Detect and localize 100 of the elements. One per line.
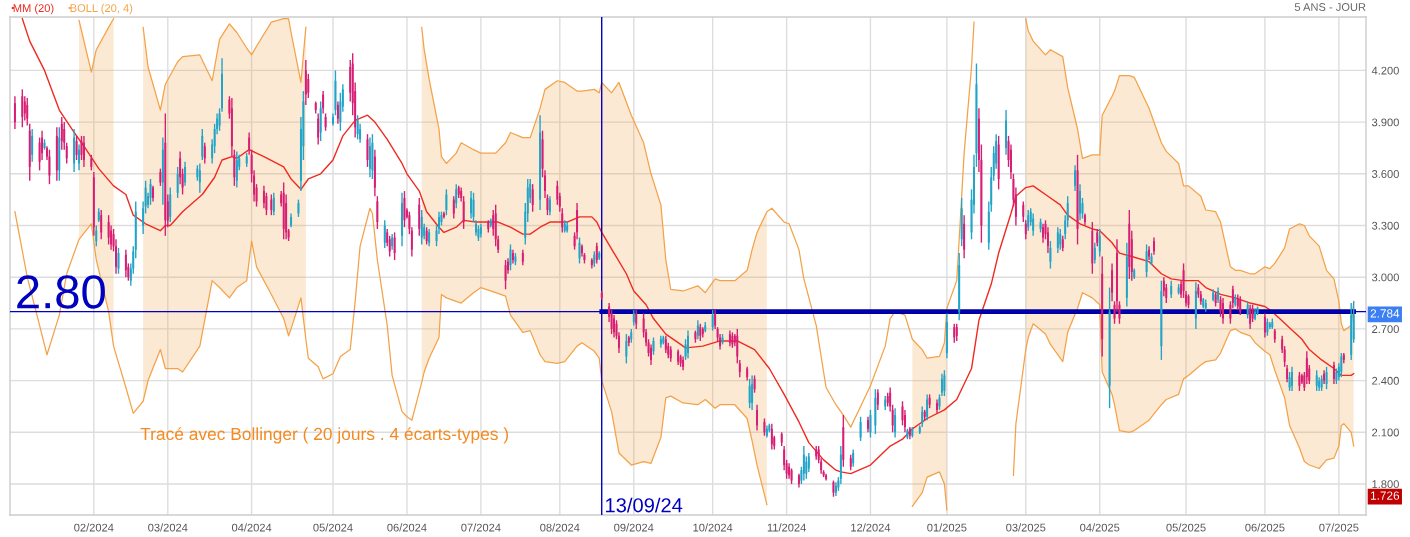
candlestick	[1108, 286, 1111, 409]
x-tick-label: 07/2024	[461, 523, 501, 532]
ref-line-label: 13/09/24	[606, 497, 683, 513]
x-tick-label: 02/2024	[74, 523, 114, 532]
candlestick	[936, 398, 938, 415]
y-tick-label: 3.900	[1371, 118, 1399, 127]
x-tick-label: 06/2025	[1245, 523, 1285, 532]
candlestick	[1256, 305, 1259, 316]
candlestick	[376, 195, 379, 230]
candlestick	[802, 445, 805, 482]
candlestick	[1288, 371, 1291, 392]
candlestick	[514, 252, 517, 266]
candlestick	[1263, 312, 1266, 339]
candlestick	[694, 329, 697, 344]
x-tick-label: 05/2024	[313, 523, 353, 532]
candlestick	[48, 148, 51, 185]
x-tick-label: 09/2024	[614, 523, 654, 532]
candlestick	[1049, 240, 1052, 270]
candlestick	[874, 388, 877, 435]
x-tick-label: 04/2024	[231, 523, 272, 532]
candlestick	[1079, 183, 1081, 222]
candlestick	[997, 135, 1000, 191]
candlestick	[43, 138, 46, 151]
x-tick-label: 07/2025	[1319, 523, 1359, 532]
candlestick	[149, 178, 152, 206]
annotation: Tracé avec Bollinger ( 20 jours . 4 écarts-types )	[140, 427, 508, 444]
candlestick	[652, 336, 655, 356]
x-tick-label: 04/2025	[1080, 523, 1120, 532]
candlestick	[75, 135, 78, 161]
candlestick	[159, 167, 162, 187]
candlestick	[1039, 217, 1042, 234]
x-tick-label: 03/2024	[148, 523, 188, 532]
candlestick	[107, 214, 110, 246]
candlestick	[1160, 279, 1163, 361]
candlestick	[876, 388, 879, 411]
candlestick	[1032, 212, 1035, 237]
candlestick	[721, 333, 724, 346]
candlestick	[1056, 226, 1059, 254]
candlestick	[1214, 292, 1217, 308]
y-tick-label: 3.300	[1371, 221, 1399, 230]
x-tick-label: 06/2024	[387, 523, 427, 532]
x-tick-label: 08/2024	[540, 523, 580, 532]
candlestick	[90, 154, 93, 172]
candlestick	[317, 112, 320, 146]
candlestick	[711, 309, 714, 332]
candlestick	[866, 416, 869, 433]
x-tick-label: 11/2024	[767, 523, 806, 532]
x-tick-label: 01/2025	[927, 523, 967, 532]
candlestick	[928, 393, 931, 409]
candlestick	[21, 88, 24, 128]
candlestick	[124, 248, 127, 278]
candlestick	[198, 162, 201, 194]
candlestick	[1332, 360, 1335, 385]
candlestick	[95, 224, 98, 247]
candlestick	[184, 161, 187, 187]
y-tick-label: 3.000	[1371, 273, 1399, 282]
candlestick	[768, 422, 771, 433]
candlestick	[1249, 304, 1252, 330]
candlestick	[169, 186, 172, 223]
candlestick	[531, 183, 534, 213]
x-tick-label: 12/2024	[851, 523, 891, 532]
candlestick	[356, 114, 359, 141]
candlestick	[1111, 262, 1114, 303]
x-tick-label: 05/2025	[1166, 523, 1206, 532]
legend-label: BOLL (20, 4)	[70, 3, 133, 15]
y-tick-label: 2.100	[1372, 428, 1399, 437]
candlestick	[1093, 242, 1096, 265]
candlestick	[751, 374, 754, 411]
y-tick-label: 1.800	[1372, 480, 1399, 489]
candlestick	[687, 329, 689, 359]
candlestick	[201, 128, 204, 161]
candlestick	[679, 354, 682, 368]
candlestick	[324, 112, 327, 132]
candlestick	[452, 195, 455, 220]
candlestick	[371, 133, 374, 180]
candlestick	[322, 90, 325, 115]
candlestick	[1076, 154, 1079, 246]
candlestick	[1335, 367, 1338, 385]
chart-subtitle: 5 ANS - JOUR	[1294, 3, 1366, 11]
candlestick	[1177, 283, 1180, 296]
candlestick	[31, 128, 34, 163]
candlestick	[1091, 221, 1094, 275]
candlestick	[336, 100, 339, 125]
candlestick	[176, 166, 179, 199]
candlestick	[790, 467, 793, 485]
candlestick	[203, 142, 206, 165]
candlestick	[401, 192, 403, 247]
candlestick	[504, 259, 507, 290]
candlestick	[869, 409, 872, 439]
candlestick	[1074, 164, 1077, 192]
x-tick-label: 03/2025	[1006, 523, 1046, 532]
candlestick	[13, 95, 16, 130]
legend-label: MM (20)	[13, 3, 54, 15]
x-tick-label: 10/2024	[693, 523, 733, 532]
candlestick	[859, 416, 862, 442]
candlestick	[1222, 297, 1224, 325]
candlestick	[1291, 366, 1294, 392]
candlestick	[894, 407, 897, 439]
candlestick	[748, 378, 751, 409]
candlestick	[152, 185, 154, 203]
